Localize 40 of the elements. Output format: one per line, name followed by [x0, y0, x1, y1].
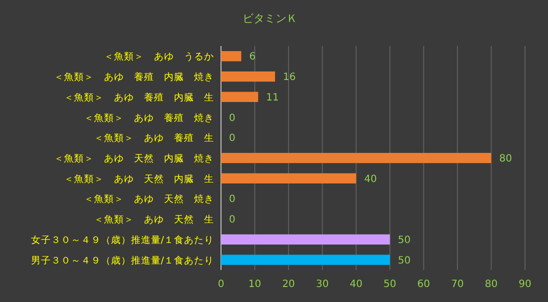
data-label: 16 [283, 72, 296, 84]
chart-title: ビタミンＫ [242, 12, 298, 25]
y-tick-label: ＜魚類＞ あゆ 養殖 生 [94, 132, 214, 144]
y-tick-label: ＜魚類＞ あゆ 天然 内臓 焼き [54, 152, 214, 164]
data-label: 0 [229, 112, 236, 124]
x-tick-label: 30 [316, 279, 329, 290]
bar [221, 254, 390, 265]
y-tick-label: ＜魚類＞ あゆ うるか [104, 50, 214, 63]
y-tick-label: ＜魚類＞ あゆ 養殖 内臓 生 [64, 91, 214, 104]
bar [221, 51, 242, 62]
x-tick-label: 40 [350, 279, 362, 290]
data-label: 6 [249, 52, 256, 63]
x-tick-label: 90 [518, 279, 532, 290]
y-tick-label: ＜魚類＞ あゆ 養殖 焼き [84, 112, 214, 124]
y-tick-label: ＜魚類＞ あゆ 天然 焼き [84, 193, 214, 206]
x-tick-label: 60 [417, 279, 430, 290]
x-tick-label: 20 [282, 279, 295, 290]
x-tick-label: 70 [451, 279, 464, 290]
bar [221, 173, 356, 184]
data-label: 40 [364, 174, 377, 185]
data-label: 0 [229, 194, 236, 206]
data-label: 50 [398, 234, 411, 246]
data-label: 50 [398, 255, 411, 266]
bar [221, 71, 276, 82]
x-tick-label: 0 [218, 279, 224, 290]
x-tick-label: 10 [248, 279, 262, 290]
x-tick-label: 80 [484, 279, 498, 290]
y-tick-label: ＜魚類＞ あゆ 天然 生 [94, 214, 214, 226]
data-label: 11 [266, 92, 279, 104]
y-tick-label: 女子３０～４９（歳）推進量/１食あたり [30, 234, 214, 246]
y-tick-label: ＜魚類＞ あゆ 天然 内臓 生 [64, 172, 214, 185]
data-label: 80 [499, 154, 512, 164]
x-tick-label: 50 [384, 279, 396, 290]
bar [221, 152, 492, 164]
data-label: 0 [229, 214, 236, 226]
bar [221, 234, 390, 245]
data-label: 0 [229, 133, 236, 144]
bar [221, 92, 258, 102]
y-tick-label: ＜魚類＞ あゆ 養殖 内臓 焼き [54, 71, 214, 84]
y-tick-label: 男子３０～４９（歳）推進量/１食あたり [30, 254, 214, 266]
